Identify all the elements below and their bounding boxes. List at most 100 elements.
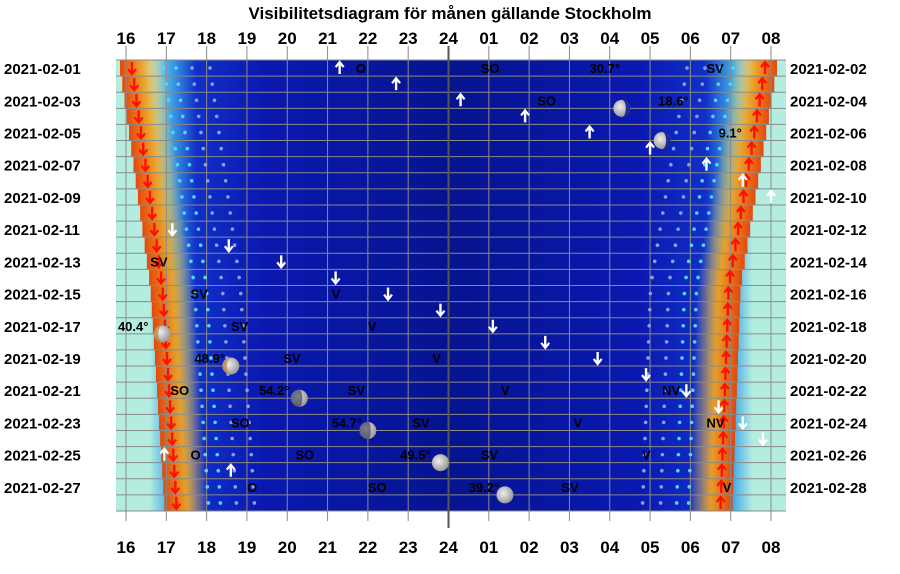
- date-label-right: 2021-02-06: [790, 125, 867, 142]
- sun-arrows: [127, 60, 770, 511]
- sunrise-arrow: [715, 495, 726, 509]
- twilight-dot: [216, 468, 221, 473]
- twilight-dot: [229, 420, 233, 425]
- annotation-label: SV: [150, 254, 168, 269]
- sunset-band: [126, 108, 171, 125]
- sunset-arrow: [149, 223, 160, 237]
- arrow-head: [131, 100, 142, 109]
- twilight-dot: [223, 323, 227, 328]
- twilight-dot: [720, 130, 725, 135]
- x-tick-bottom: 21: [318, 538, 337, 557]
- twilight-dot: [691, 372, 696, 376]
- twilight-dot: [190, 66, 194, 70]
- moon-rise-arrow: [584, 124, 595, 139]
- twilight-dot: [696, 275, 700, 280]
- arrow-head: [167, 438, 178, 447]
- annotation-label: SO: [368, 480, 387, 495]
- moon-rise-arrow: [334, 60, 345, 75]
- annotation-label: V: [432, 351, 441, 366]
- arrow-head: [701, 156, 712, 165]
- twilight-dot: [650, 275, 654, 280]
- twilight-dot: [682, 82, 687, 86]
- arrow-head: [721, 334, 732, 342]
- arrow-head: [147, 213, 158, 221]
- x-tick-bottom: 19: [237, 538, 256, 557]
- moon-set-arrow: [592, 351, 603, 366]
- twilight-dot: [659, 485, 664, 489]
- annotation-label: V: [368, 319, 377, 334]
- moon-icon: [431, 454, 449, 472]
- date-label-right: 2021-02-12: [790, 222, 867, 239]
- x-ticks-bottom: 16 17 18 19 20 21 22 23 24 01 02 03 04 05 06 07 08: [117, 538, 781, 557]
- arrow-head: [171, 503, 182, 511]
- annotation-label: SO: [295, 448, 314, 463]
- arrow-head: [169, 471, 180, 479]
- arrow-head: [725, 269, 735, 278]
- twilight-dot: [694, 291, 699, 296]
- twilight-dot: [689, 243, 694, 248]
- date-label-left: 2021-02-27: [4, 480, 81, 497]
- sunset-band: [135, 172, 180, 190]
- twilight-dot: [210, 372, 214, 376]
- sunrise-arrow: [721, 350, 731, 364]
- twilight-dot: [210, 82, 215, 86]
- twilight-dot: [184, 227, 189, 231]
- date-label-left: 2021-02-21: [4, 383, 81, 400]
- sunset-arrow: [170, 480, 181, 495]
- date-label-right: 2021-02-14: [790, 254, 867, 271]
- arrow-head: [718, 414, 729, 423]
- arrow-head: [716, 479, 727, 487]
- twilight-dot: [194, 211, 198, 215]
- sunset-arrow: [168, 448, 179, 463]
- twilight-dot: [668, 275, 672, 280]
- sunrise-band: [689, 462, 734, 480]
- arrow-head: [164, 390, 174, 398]
- annotation-label: 54.2°: [259, 383, 290, 398]
- arrow-head: [760, 60, 770, 68]
- twilight-dot: [214, 436, 218, 441]
- x-tick-top: 04: [600, 29, 619, 48]
- moon-phases: [153, 99, 671, 504]
- twilight-dot: [688, 452, 693, 457]
- sunset-arrow: [156, 271, 166, 286]
- twilight-dot: [208, 195, 212, 199]
- sunrise-arrow: [733, 221, 743, 236]
- twilight-dot: [646, 356, 650, 360]
- moon-shadow: [222, 357, 231, 375]
- moon-set-arrow: [487, 319, 498, 334]
- twilight-dot: [232, 243, 237, 248]
- twilight-dot: [247, 420, 251, 425]
- sunset-arrow: [166, 416, 176, 431]
- twilight-dot: [204, 291, 209, 296]
- sunrise-band: [732, 60, 777, 77]
- arrow-head: [722, 318, 733, 326]
- sunrise-band: [695, 317, 740, 335]
- twilight-dot: [202, 436, 206, 441]
- sunset-arrow: [162, 351, 172, 366]
- twilight-dot: [648, 291, 653, 296]
- date-label-right: 2021-02-24: [790, 415, 867, 432]
- twilight-dot: [183, 130, 187, 135]
- twilight-dot: [174, 66, 178, 70]
- twilight-dot: [665, 323, 670, 328]
- moon-shadow: [621, 99, 631, 117]
- twilight-dot: [662, 404, 667, 409]
- twilight-dot: [677, 114, 681, 119]
- sunrise-band: [706, 221, 751, 238]
- moon-icon: [613, 99, 631, 117]
- sunrise-arrow: [727, 253, 738, 268]
- twilight-dot: [192, 291, 197, 296]
- twilight-dot: [205, 179, 210, 183]
- twilight-dot: [658, 501, 663, 505]
- sunset-arrow: [171, 496, 182, 511]
- twilight-dot: [232, 468, 237, 473]
- twilight-dot: [660, 468, 664, 473]
- x-tick-bottom: 16: [117, 538, 136, 557]
- x-tick-top: 22: [358, 29, 377, 48]
- twilight-dot: [671, 146, 676, 151]
- moon-set-arrow: [167, 223, 178, 237]
- twilight-dot: [681, 195, 686, 199]
- twilight-dot: [186, 243, 191, 248]
- annotation-label: SV: [481, 448, 499, 463]
- twilight-dot: [201, 259, 205, 264]
